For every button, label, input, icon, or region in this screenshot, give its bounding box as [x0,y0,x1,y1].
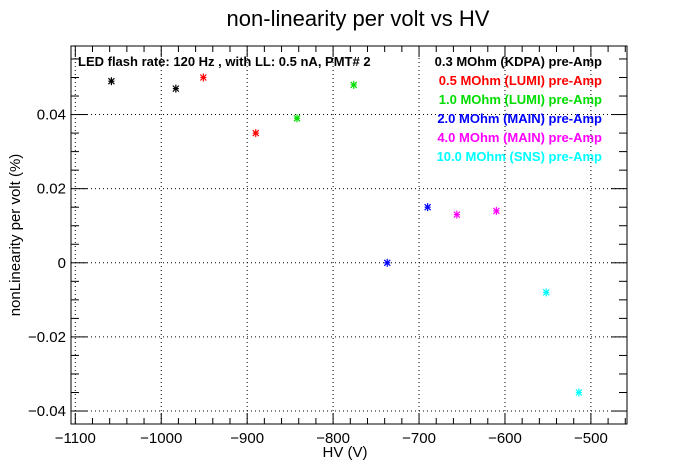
data-point [542,288,550,297]
legend: 0.3 MOhm (KDPA) pre-Amp 0.5 MOhm (LUMI) p… [435,54,602,164]
x-tick-label: −600 [488,430,522,447]
data-point [453,210,461,219]
x-tick-label: −900 [230,430,264,447]
legend-entry: 1.0 MOhm (LUMI) pre-Amp [439,92,602,107]
x-tick-label: −800 [316,430,350,447]
grid-lines [71,46,627,424]
x-tick-label: −1000 [140,430,182,447]
data-point [383,258,391,267]
legend-entry: 0.5 MOhm (LUMI) pre-Amp [439,73,602,88]
y-tick-label: −0.02 [28,329,66,346]
y-axis-label: nonLinearity per volt (%) [7,154,24,317]
y-tick-label: 0 [58,255,66,272]
legend-entry: 10.0 MOhm (SNS) pre-Amp [437,149,602,164]
data-point [293,114,301,123]
legend-entry: 2.0 MOhm (MAIN) pre-Amp [437,111,602,126]
data-point [350,80,358,89]
y-tick-label: 0.04 [37,107,66,124]
y-tick-label: −0.04 [28,403,66,420]
data-point [575,388,583,397]
data-point [199,73,207,82]
axes: −1100 −1000 −900 −800 −700 −600 −500 −0.04 −0.02… [28,46,627,447]
x-tick-label: −500 [574,430,608,447]
data-point [107,77,115,86]
data-points [107,73,583,397]
legend-entry: 0.3 MOhm (KDPA) pre-Amp [435,54,602,69]
y-tick-label: 0.02 [37,181,66,198]
plot-frame [70,45,628,425]
data-point [424,203,432,212]
x-tick-label: −700 [402,430,436,447]
legend-entry: 4.0 MOhm (MAIN) pre-Amp [437,130,602,145]
data-point [172,84,180,93]
annotation-text: LED flash rate: 120 Hz , with LL: 0.5 nA… [78,54,371,69]
x-tick-label: −1100 [55,430,96,447]
x-axis-label: HV (V) [323,444,368,461]
data-point [492,206,500,215]
chart-title: non-linearity per volt vs HV [227,6,490,31]
data-point [252,129,260,138]
